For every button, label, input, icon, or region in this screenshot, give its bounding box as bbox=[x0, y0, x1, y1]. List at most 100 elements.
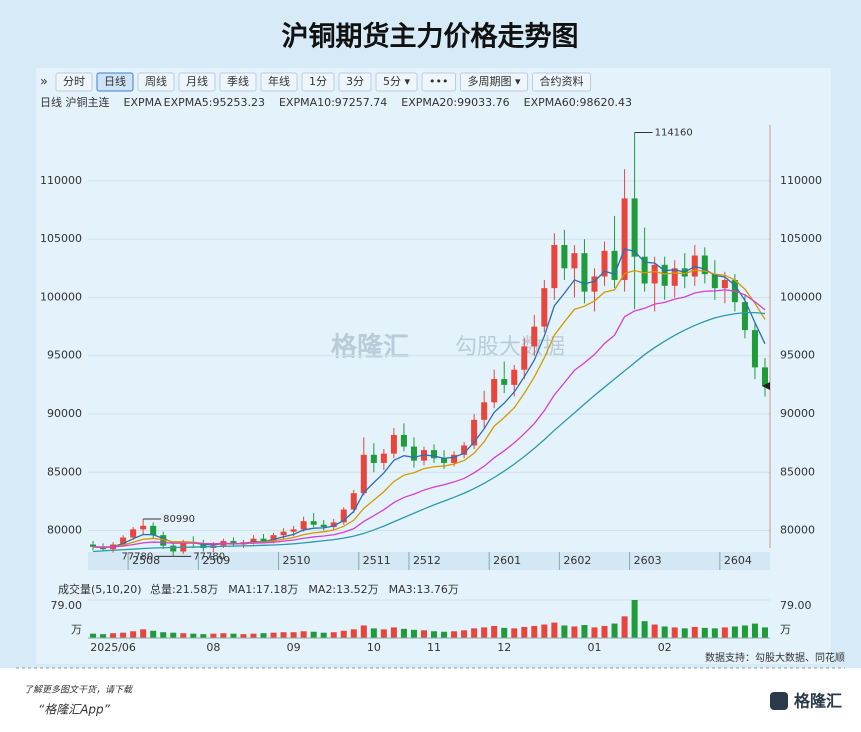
toolbar-button[interactable] bbox=[55, 72, 93, 92]
candle-body bbox=[260, 538, 267, 542]
volume-bar bbox=[280, 632, 287, 638]
toolbar-button[interactable] bbox=[96, 72, 134, 92]
toolbar-button[interactable] bbox=[137, 72, 175, 92]
candle-body bbox=[400, 434, 407, 447]
volume-bar bbox=[200, 634, 207, 638]
unit-label-right: 万 bbox=[780, 623, 791, 636]
volume-bar bbox=[501, 627, 508, 638]
candle-body bbox=[330, 522, 337, 528]
volume-bar bbox=[751, 623, 758, 638]
x-tick-label: 2601 bbox=[493, 554, 521, 567]
candle-body bbox=[611, 250, 618, 280]
toolbar-label[interactable]: 多周期图 ▾ bbox=[468, 74, 521, 88]
toolbar-label[interactable]: ••• bbox=[429, 75, 448, 88]
toolbar-icon[interactable]: » bbox=[40, 75, 48, 90]
volume-bar bbox=[471, 628, 478, 638]
candle-body bbox=[380, 453, 387, 463]
ema-line bbox=[92, 289, 766, 548]
toolbar-button[interactable] bbox=[301, 72, 335, 92]
candle-body bbox=[601, 250, 608, 277]
volume-bar bbox=[441, 631, 448, 638]
toolbar-label[interactable]: 分时 bbox=[63, 75, 85, 88]
legend-entry: EXPMA60:98620.43 bbox=[524, 96, 632, 109]
volume-bar bbox=[400, 628, 407, 638]
toolbar-label[interactable]: 季线 bbox=[227, 74, 249, 88]
volume-bar bbox=[641, 621, 648, 638]
volume-bar bbox=[420, 630, 427, 638]
toolbar-button[interactable] bbox=[532, 72, 592, 92]
toolbar-button[interactable] bbox=[260, 72, 298, 92]
toolbar-label[interactable]: 日线 bbox=[104, 74, 126, 88]
toolbar-label[interactable]: 3分 bbox=[346, 75, 364, 88]
date-strip bbox=[88, 552, 770, 570]
y-tick-label-right: 80000 bbox=[780, 524, 815, 537]
candle-body bbox=[441, 458, 448, 463]
candle-body bbox=[140, 525, 147, 530]
candle-body bbox=[521, 346, 528, 370]
volume-bar bbox=[380, 629, 387, 638]
toolbar-label[interactable]: 年线 bbox=[268, 74, 290, 88]
volume-bar bbox=[701, 627, 708, 638]
candle-body bbox=[671, 268, 678, 286]
toolbar-button[interactable] bbox=[375, 72, 418, 92]
y-tick-label-right: 110000 bbox=[780, 174, 822, 187]
title: 沪铜期货主力价格走势图 bbox=[282, 21, 579, 53]
watermark: 格隆汇 bbox=[331, 332, 409, 363]
volume-bar bbox=[531, 625, 538, 638]
toolbar-button[interactable] bbox=[178, 72, 216, 92]
toolbar-label[interactable]: 月线 bbox=[186, 74, 208, 88]
legend-entry: EXPMA5:95253.23 bbox=[164, 96, 265, 109]
toolbar-label[interactable]: 合约资料 bbox=[540, 74, 584, 88]
candle-body bbox=[340, 509, 347, 523]
candle-body bbox=[410, 446, 417, 461]
volume-bar bbox=[431, 631, 438, 638]
toolbar-button[interactable] bbox=[460, 72, 529, 92]
volume-bar bbox=[461, 630, 468, 638]
candle-body bbox=[661, 264, 668, 286]
candle-body bbox=[641, 256, 648, 284]
candle-body bbox=[711, 274, 718, 289]
volume-bar bbox=[621, 616, 628, 638]
toolbar-label[interactable]: 周线 bbox=[145, 74, 167, 88]
volume-bar bbox=[481, 627, 488, 638]
volume-bar bbox=[541, 624, 548, 638]
volume-bar bbox=[160, 632, 167, 638]
candle-body bbox=[701, 255, 708, 275]
volume-bar bbox=[711, 628, 718, 638]
toolbar-button[interactable] bbox=[421, 72, 456, 92]
toolbar-button[interactable] bbox=[219, 72, 257, 92]
volume-bar bbox=[270, 632, 277, 638]
volume-bar bbox=[721, 627, 728, 638]
toolbar-button[interactable] bbox=[338, 72, 372, 92]
candle-body bbox=[591, 276, 598, 292]
volume-bar bbox=[571, 626, 578, 638]
candle-body bbox=[350, 493, 357, 510]
candle-body bbox=[310, 521, 317, 525]
toolbar-label[interactable]: 5分 ▾ bbox=[383, 75, 410, 88]
volume-stat: MA1:17.18万 bbox=[228, 583, 298, 596]
volume-bar bbox=[100, 634, 107, 638]
x-tick-label: 2508 bbox=[132, 554, 160, 567]
volume-bar bbox=[671, 627, 678, 638]
volume-bar bbox=[491, 625, 498, 638]
volume-bar bbox=[561, 625, 568, 638]
toolbar-label[interactable]: 1分 bbox=[309, 75, 327, 88]
candle-body bbox=[280, 531, 287, 536]
y-tick-label: 110000 bbox=[40, 174, 82, 187]
volume-bar bbox=[691, 626, 698, 638]
volume-bar bbox=[330, 632, 337, 638]
x-tick-label: 2604 bbox=[724, 554, 752, 567]
volume-bar bbox=[310, 631, 317, 638]
logo-icon bbox=[770, 692, 788, 710]
y-tick-label: 95000 bbox=[47, 349, 82, 362]
volume-bar bbox=[390, 627, 397, 638]
volume-bar bbox=[410, 629, 417, 638]
indicator-label: EXPMA bbox=[124, 96, 163, 109]
annotation: 77780 bbox=[121, 551, 153, 562]
volume-bar bbox=[220, 633, 227, 638]
candle-body bbox=[250, 538, 257, 543]
annotation: 80990 bbox=[163, 514, 195, 525]
volume-bar bbox=[180, 633, 187, 638]
x-tick-label: 2511 bbox=[363, 554, 391, 567]
y-tick-label-right: 90000 bbox=[780, 407, 815, 420]
